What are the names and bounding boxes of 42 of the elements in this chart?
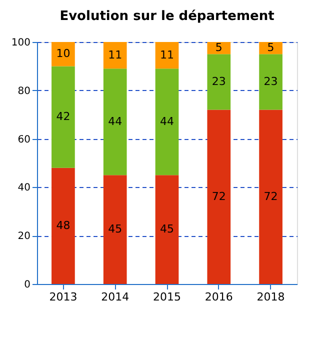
y-tick-label: 20 xyxy=(18,231,30,242)
data-label: 23 xyxy=(212,74,226,88)
y-tick-label: 60 xyxy=(18,134,30,146)
chart-title: Evolution sur le département xyxy=(60,9,274,24)
data-label: 72 xyxy=(212,190,226,203)
y-tick-label: 100 xyxy=(11,38,30,48)
data-label: 42 xyxy=(56,110,70,124)
data-label: 11 xyxy=(108,48,122,62)
y-tick-label: 80 xyxy=(18,86,30,97)
bar xyxy=(52,66,75,168)
y-tick-label: 0 xyxy=(24,280,30,290)
bar xyxy=(103,42,127,69)
data-label: 10 xyxy=(56,47,70,60)
bar xyxy=(259,42,282,54)
bar xyxy=(103,68,127,176)
bar xyxy=(155,68,179,176)
bar xyxy=(259,110,282,284)
x-tick-label: 2013 xyxy=(49,290,78,304)
data-label: 44 xyxy=(108,114,122,128)
data-label: 72 xyxy=(264,190,278,203)
bar xyxy=(52,168,75,284)
bar xyxy=(207,42,231,54)
data-label: 45 xyxy=(160,222,174,236)
data-label: 5 xyxy=(267,41,274,54)
data-label: 44 xyxy=(160,114,174,128)
data-label: 5 xyxy=(215,41,222,54)
x-tick-label: 2014 xyxy=(101,290,130,304)
x-tick-label: 2018 xyxy=(256,290,285,304)
y-tick-label: 40 xyxy=(18,182,30,194)
bar xyxy=(155,42,179,69)
bar xyxy=(207,110,231,284)
bar xyxy=(207,54,231,110)
bar xyxy=(155,175,179,284)
x-tick-label: 2015 xyxy=(153,290,181,304)
data-label: 11 xyxy=(160,48,174,62)
bar xyxy=(103,175,127,284)
data-label: 23 xyxy=(264,74,278,88)
data-label: 48 xyxy=(56,218,70,232)
data-label: 45 xyxy=(108,222,122,236)
x-tick-label: 2016 xyxy=(204,290,233,304)
bar xyxy=(259,54,282,110)
bar xyxy=(52,42,75,66)
